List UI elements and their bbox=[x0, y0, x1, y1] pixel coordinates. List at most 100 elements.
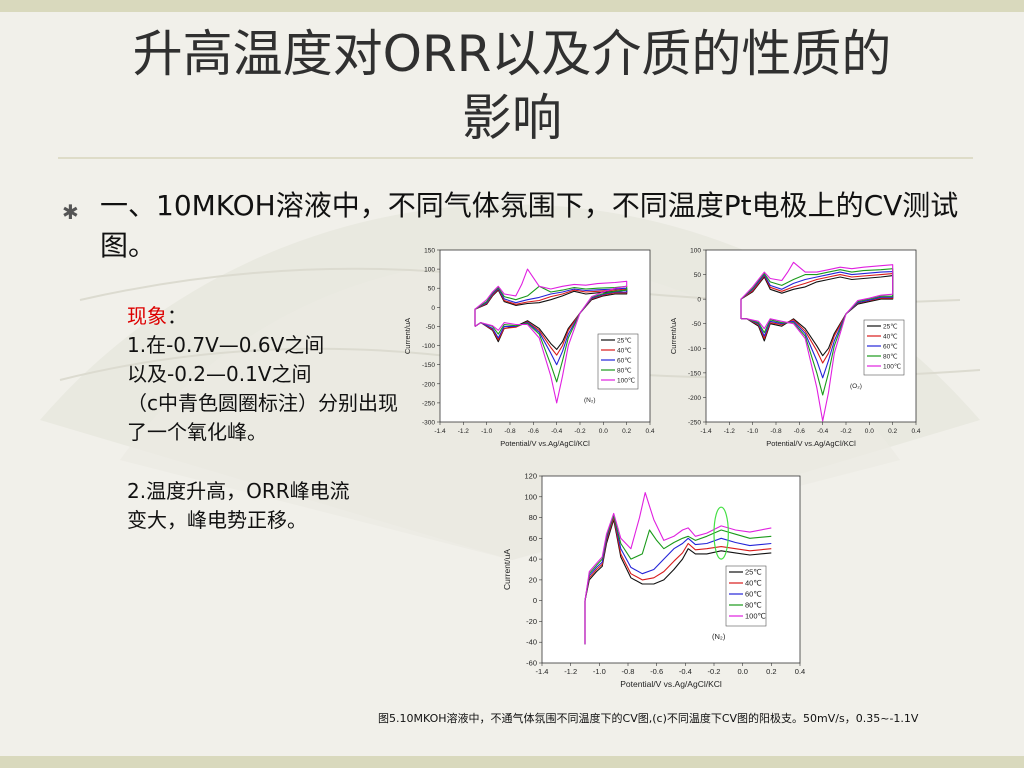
series-line-4 bbox=[740, 261, 894, 422]
legend-box bbox=[863, 319, 905, 376]
x-tick-label: -0.2 bbox=[708, 667, 721, 676]
x-tick-label: -1.2 bbox=[564, 667, 577, 676]
series-line-0 bbox=[740, 275, 894, 357]
x-tick-label: -0.4 bbox=[817, 428, 829, 435]
y-tick-label: -150 bbox=[422, 362, 435, 369]
x-tick-label: 0.4 bbox=[795, 667, 805, 676]
y-tick-label: 0 bbox=[533, 596, 537, 605]
x-tick-label: -0.2 bbox=[840, 428, 852, 435]
y-tick-label: -50 bbox=[426, 324, 436, 331]
y-tick-label: -150 bbox=[688, 370, 701, 377]
series-line-2 bbox=[584, 514, 772, 645]
x-axis-label: Potential/V vs.Ag/AgCl/KCl bbox=[766, 439, 856, 448]
observation-2: 2.温度升高，ORR峰电流变大，峰电势正移。 bbox=[127, 479, 350, 532]
y-tick-label: 0 bbox=[697, 297, 701, 304]
observation-colon: ： bbox=[167, 304, 187, 328]
legend-entry-4: 100℃ bbox=[617, 377, 635, 385]
title-line-2: 影响 bbox=[462, 89, 562, 147]
bullet-text: 一、10MKOH溶液中，不同气体氛围下，不同温度Pt电极上的CV测试图。 bbox=[100, 189, 959, 262]
y-axis-label: Current/uA bbox=[502, 549, 512, 590]
x-tick-label: -0.6 bbox=[650, 667, 663, 676]
y-tick-label: -100 bbox=[688, 346, 701, 353]
legend-entry-0: 25℃ bbox=[745, 568, 762, 577]
x-tick-label: 0.2 bbox=[766, 667, 776, 676]
y-tick-label: -250 bbox=[422, 400, 435, 407]
legend-entry-2: 60℃ bbox=[883, 343, 898, 351]
y-tick-label: -300 bbox=[422, 420, 435, 427]
y-tick-label: -40 bbox=[526, 638, 537, 647]
y-tick-label: -200 bbox=[422, 381, 435, 388]
bullet-asterisk-icon: ✱ bbox=[62, 200, 79, 224]
panel-annotation: (N₂) bbox=[584, 397, 596, 404]
x-tick-label: -0.8 bbox=[622, 667, 635, 676]
series-line-1 bbox=[584, 517, 772, 645]
x-tick-label: -1.2 bbox=[458, 428, 470, 435]
title-divider bbox=[58, 157, 973, 159]
figure-caption: 图5.10MKOH溶液中，不通气体氛围不同温度下的CV图,(c)不同温度下CV图… bbox=[378, 712, 919, 725]
x-tick-label: -0.6 bbox=[794, 428, 806, 435]
y-tick-label: 80 bbox=[529, 513, 537, 522]
y-tick-label: -100 bbox=[422, 343, 435, 350]
legend-entry-3: 80℃ bbox=[617, 367, 632, 375]
y-axis-label: Current/uA bbox=[669, 318, 678, 354]
legend-entry-0: 25℃ bbox=[617, 337, 632, 345]
x-tick-label: -0.4 bbox=[551, 428, 563, 435]
x-tick-label: 0.0 bbox=[737, 667, 747, 676]
x-tick-label: -0.4 bbox=[679, 667, 692, 676]
x-tick-label: -0.8 bbox=[504, 428, 516, 435]
legend-entry-1: 40℃ bbox=[745, 579, 762, 588]
x-tick-label: -1.0 bbox=[481, 428, 493, 435]
x-tick-label: 0.0 bbox=[865, 428, 874, 435]
chart-n2: -1.4 -1.2 -1.0 -0.8 -0.6 -0.4 -0.2 0.0 0.2 0.4 -30… bbox=[400, 240, 662, 455]
observation-1b: 以及-0.2—0.1V之间 bbox=[127, 362, 312, 386]
y-tick-label: 50 bbox=[428, 286, 436, 293]
series-line-4 bbox=[474, 268, 628, 404]
y-tick-label: 100 bbox=[690, 248, 701, 255]
y-tick-label: 150 bbox=[424, 248, 435, 255]
legend-entry-4: 100℃ bbox=[745, 612, 766, 621]
top-band bbox=[0, 0, 1024, 12]
highlight-ellipse bbox=[713, 506, 729, 560]
chart-anodic-svg: -1.4 -1.2 -1.0 -0.8 -0.6 -0.4 -0.2 0.0 0.2 0.4 -60… bbox=[502, 472, 805, 690]
y-tick-label: -250 bbox=[688, 420, 701, 427]
y-tick-label: -50 bbox=[692, 321, 702, 328]
observation-heading: 现象 bbox=[127, 304, 167, 328]
observation-1c: （c中青色圆圈标注）分别出现了一个氧化峰。 bbox=[127, 391, 398, 444]
y-tick-label: 50 bbox=[694, 272, 702, 279]
x-tick-label: 0.2 bbox=[622, 428, 631, 435]
x-tick-label: 0.2 bbox=[888, 428, 897, 435]
observation-block: 现象： 1.在-0.7V—0.6V之间 以及-0.2—0.1V之间 （c中青色圆… bbox=[127, 302, 402, 535]
y-tick-label: 120 bbox=[524, 472, 537, 481]
y-tick-label: 20 bbox=[529, 575, 537, 584]
x-tick-label: -1.4 bbox=[700, 428, 712, 435]
series-line-3 bbox=[740, 268, 894, 396]
legend-entry-2: 60℃ bbox=[745, 590, 762, 599]
panel-annotation: (N₂) bbox=[712, 632, 726, 641]
y-tick-label: 100 bbox=[524, 492, 537, 501]
y-tick-label: -20 bbox=[526, 617, 537, 626]
legend-entry-0: 25℃ bbox=[883, 323, 898, 331]
x-tick-label: -1.4 bbox=[434, 428, 446, 435]
y-tick-label: 40 bbox=[529, 555, 537, 564]
x-tick-label: -0.6 bbox=[528, 428, 540, 435]
x-tick-label: 0.4 bbox=[911, 428, 920, 435]
x-tick-label: 0.0 bbox=[599, 428, 608, 435]
x-axis-label: Potential/V vs.Ag/AgCl/KCl bbox=[500, 439, 590, 448]
observation-1a: 1.在-0.7V—0.6V之间 bbox=[127, 333, 325, 357]
legend-entry-2: 60℃ bbox=[617, 357, 632, 365]
chart-n2-svg: -1.4 -1.2 -1.0 -0.8 -0.6 -0.4 -0.2 0.0 0.2 0.4 -30… bbox=[403, 248, 655, 449]
x-tick-label: -1.4 bbox=[536, 667, 549, 676]
x-tick-label: -1.0 bbox=[593, 667, 606, 676]
x-axis-label: Potential/V vs.Ag/AgCl/KCl bbox=[620, 679, 722, 689]
y-tick-label: 60 bbox=[529, 534, 537, 543]
slide-title: 升高温度对ORR以及介质的性质的 影响 bbox=[0, 22, 1024, 150]
legend-entry-3: 80℃ bbox=[883, 353, 898, 361]
chart-anodic: -1.4 -1.2 -1.0 -0.8 -0.6 -0.4 -0.2 0.0 0.2 0.4 -60… bbox=[500, 468, 810, 698]
chart-o2: -1.4 -1.2 -1.0 -0.8 -0.6 -0.4 -0.2 0.0 0.2 0.4 -25… bbox=[666, 240, 928, 455]
y-tick-label: 0 bbox=[431, 305, 435, 312]
bottom-band bbox=[0, 756, 1024, 768]
x-tick-label: -1.2 bbox=[724, 428, 736, 435]
legend-entry-1: 40℃ bbox=[883, 333, 898, 341]
legend-entry-4: 100℃ bbox=[883, 363, 901, 371]
legend-entry-1: 40℃ bbox=[617, 347, 632, 355]
